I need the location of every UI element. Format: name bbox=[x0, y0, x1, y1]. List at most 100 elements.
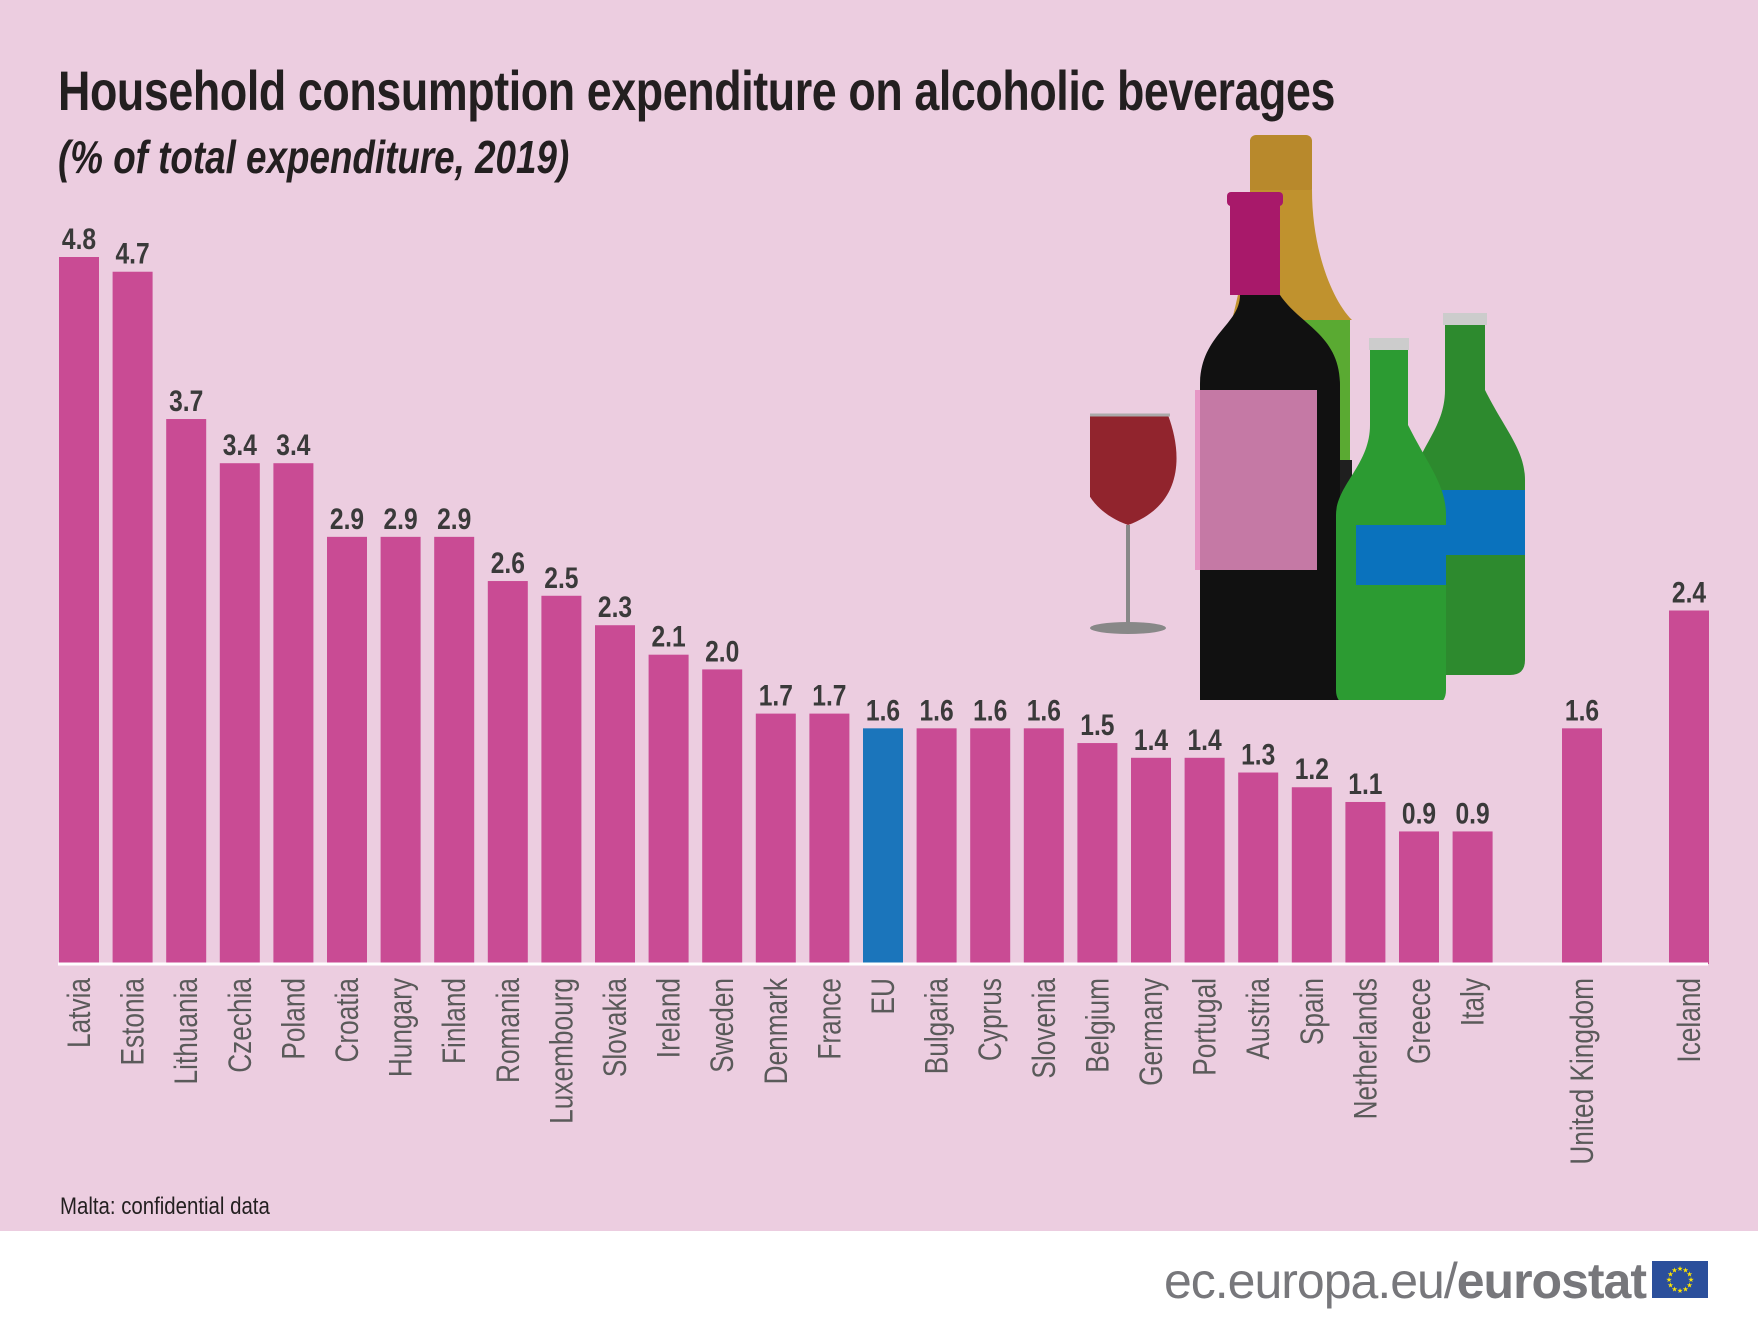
category-label: Lithuania bbox=[170, 977, 205, 1084]
category-label: Italy bbox=[1456, 978, 1491, 1026]
bar-chart: 4.8 Latvia 4.7 Estonia 3.7 Lithuania 3.4 Czechi… bbox=[58, 222, 1709, 1165]
chart-subtitle: (% of total expenditure, 2019) bbox=[58, 131, 570, 183]
category-label: Finland bbox=[438, 978, 473, 1064]
value-label: 2.9 bbox=[384, 502, 418, 536]
bar-finland bbox=[434, 536, 475, 964]
bar-luxembourg bbox=[541, 595, 582, 964]
value-label: 2.3 bbox=[598, 590, 632, 624]
category-label: Luxembourg bbox=[545, 978, 580, 1124]
value-label: 1.6 bbox=[1565, 693, 1599, 727]
star-icon: ★ bbox=[1686, 1282, 1692, 1290]
category-label: Sweden bbox=[706, 978, 741, 1073]
eu-flag-icon: ★ ★ ★ ★ ★ ★ ★ ★ ★ ★ ★ ★ bbox=[1652, 1261, 1708, 1298]
category-label: Ireland bbox=[652, 978, 687, 1058]
star-icon: ★ bbox=[1671, 1286, 1677, 1294]
value-label: 2.0 bbox=[705, 634, 739, 668]
star-icon: ★ bbox=[1682, 1266, 1688, 1274]
bar-netherlands bbox=[1345, 801, 1386, 964]
value-label: 2.9 bbox=[437, 502, 471, 536]
bar-united-kingdom bbox=[1562, 728, 1602, 964]
bar-france bbox=[809, 713, 850, 964]
bar-czechia bbox=[219, 463, 260, 964]
star-icon: ★ bbox=[1667, 1271, 1673, 1279]
category-label: Hungary bbox=[384, 978, 419, 1077]
category-label: Denmark bbox=[759, 978, 794, 1085]
bar-eu bbox=[863, 728, 903, 964]
star-icon: ★ bbox=[1682, 1286, 1688, 1294]
eurostat-logo[interactable]: ec.europa.eu/eurostat bbox=[1163, 1252, 1647, 1310]
value-label: 2.6 bbox=[491, 546, 525, 580]
value-label: 1.1 bbox=[1348, 767, 1382, 801]
value-label: 0.9 bbox=[1402, 796, 1436, 830]
category-label: Czechia bbox=[223, 977, 258, 1072]
category-label: Greece bbox=[1403, 978, 1438, 1064]
bar-hungary bbox=[380, 536, 421, 964]
value-label: 2.9 bbox=[330, 502, 364, 536]
value-label: 2.5 bbox=[544, 560, 578, 594]
bar-romania bbox=[487, 581, 528, 964]
bar-poland bbox=[273, 463, 314, 964]
value-label: 1.3 bbox=[1241, 737, 1275, 771]
star-icon: ★ bbox=[1677, 1287, 1683, 1295]
bar-slovakia bbox=[595, 625, 635, 964]
star-icon: ★ bbox=[1666, 1276, 1672, 1284]
category-label: Romania bbox=[491, 977, 526, 1083]
chart-title: Household consumption expenditure on alc… bbox=[58, 59, 1336, 122]
value-label: 1.5 bbox=[1080, 708, 1114, 742]
category-label: Slovakia bbox=[599, 977, 634, 1077]
value-label: 1.6 bbox=[866, 693, 900, 727]
value-label: 1.2 bbox=[1295, 752, 1329, 786]
bar-sweden bbox=[702, 669, 743, 964]
value-label: 0.9 bbox=[1456, 796, 1490, 830]
category-label: United Kingdom bbox=[1566, 978, 1601, 1165]
star-icon: ★ bbox=[1688, 1276, 1694, 1284]
bar-lithuania bbox=[166, 419, 207, 964]
bar-cyprus bbox=[970, 728, 1011, 964]
value-label: 2.1 bbox=[652, 619, 686, 653]
value-label: 1.6 bbox=[1027, 693, 1061, 727]
logo-prefix: ec.europa.eu/ bbox=[1163, 1253, 1458, 1309]
bar-italy bbox=[1452, 831, 1493, 964]
category-label: Iceland bbox=[1673, 978, 1708, 1063]
bar-estonia bbox=[112, 271, 153, 965]
bar-iceland bbox=[1669, 610, 1709, 964]
logo-brand: eurostat bbox=[1456, 1253, 1647, 1309]
star-icon: ★ bbox=[1671, 1266, 1677, 1274]
category-label: Portugal bbox=[1188, 978, 1223, 1076]
value-label: 3.4 bbox=[223, 428, 258, 462]
category-label: Spain bbox=[1295, 978, 1330, 1045]
bar-slovenia bbox=[1023, 728, 1064, 964]
category-label: Cyprus bbox=[974, 978, 1009, 1061]
bar-austria bbox=[1238, 772, 1279, 964]
star-icon: ★ bbox=[1686, 1271, 1692, 1279]
category-label: Belgium bbox=[1081, 978, 1116, 1073]
category-label: France bbox=[813, 978, 848, 1060]
category-label: Croatia bbox=[331, 977, 366, 1062]
value-label: 4.8 bbox=[62, 222, 96, 256]
star-icon: ★ bbox=[1677, 1265, 1683, 1273]
category-label: Latvia bbox=[63, 977, 98, 1048]
value-label: 2.4 bbox=[1672, 575, 1707, 609]
value-label: 1.4 bbox=[1188, 722, 1223, 756]
category-label: Germany bbox=[1135, 978, 1170, 1086]
value-label: 4.7 bbox=[116, 236, 150, 270]
value-label: 1.6 bbox=[920, 693, 954, 727]
footnote: Malta: confidential data bbox=[60, 1193, 270, 1220]
bottles-glass-illustration bbox=[1090, 135, 1525, 700]
category-label: Austria bbox=[1242, 977, 1277, 1059]
bar-croatia bbox=[327, 536, 367, 964]
bar-portugal bbox=[1184, 757, 1225, 964]
bar-ireland bbox=[648, 654, 689, 964]
bar-greece bbox=[1399, 831, 1439, 964]
bar-germany bbox=[1131, 757, 1171, 964]
category-label: Netherlands bbox=[1349, 978, 1384, 1119]
value-label: 3.4 bbox=[276, 428, 311, 462]
value-label: 3.7 bbox=[169, 384, 203, 418]
bar-spain bbox=[1291, 787, 1332, 964]
value-label: 1.4 bbox=[1134, 722, 1169, 756]
value-label: 1.7 bbox=[759, 678, 793, 712]
bar-denmark bbox=[755, 713, 796, 964]
bar-belgium bbox=[1077, 743, 1118, 964]
value-label: 1.7 bbox=[812, 678, 846, 712]
category-label: Estonia bbox=[116, 977, 151, 1065]
